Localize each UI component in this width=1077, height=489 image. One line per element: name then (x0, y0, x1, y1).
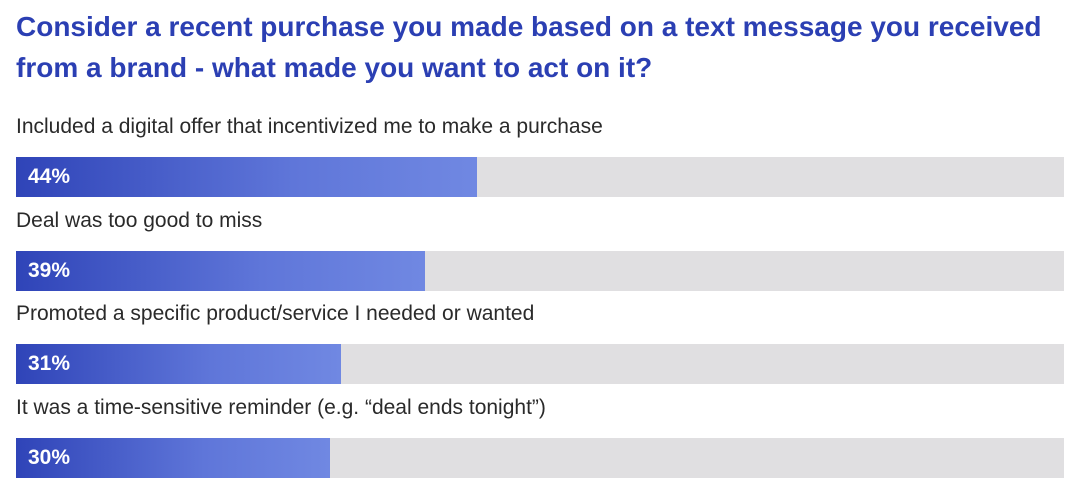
bar-value-label: 31% (28, 352, 71, 376)
bar-track: 30% (16, 438, 1064, 479)
category-label: Deal was too good to miss (16, 208, 263, 232)
bar-track: 31% (16, 344, 1064, 385)
bar: 39% (16, 250, 425, 291)
category-label: It was a time-sensitive reminder (e.g. “… (16, 396, 546, 420)
bar-value-label: 30% (28, 446, 71, 470)
bar: 44% (16, 157, 478, 197)
category-label: Included a digital offer that incentiviz… (16, 115, 603, 138)
bar-track: 44% (16, 157, 1064, 197)
bar: 31% (16, 344, 341, 385)
bar-value-label: 44% (28, 165, 71, 188)
category-label: Promoted a specific product/service I ne… (16, 302, 535, 326)
bar-track: 39% (16, 250, 1064, 291)
bar-value-label: 39% (28, 258, 71, 282)
bar: 30% (16, 438, 331, 479)
chart-title: Consider a recent purchase you made base… (16, 11, 1042, 83)
